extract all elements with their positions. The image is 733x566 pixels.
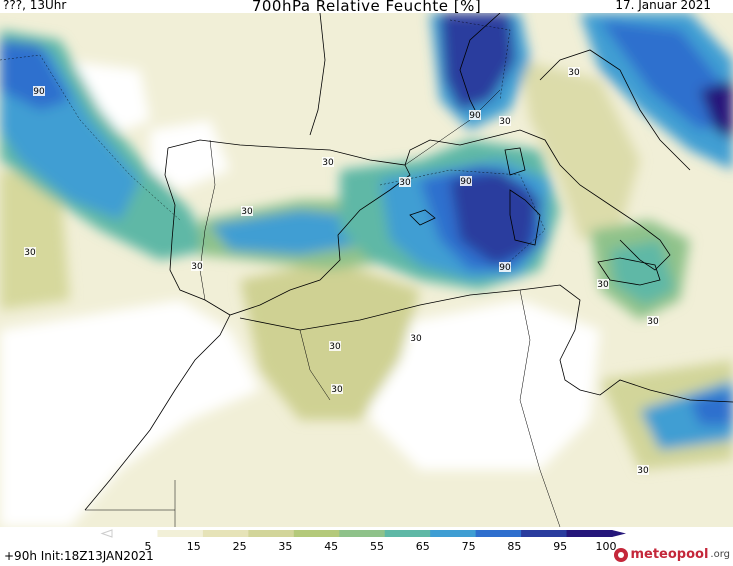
contour-label: 30 — [399, 178, 411, 188]
run-info: +90h Init:18Z13JAN2021 — [4, 549, 154, 563]
legend-ticks: 5 15 25 35 45 55 65 75 85 95 100 — [145, 540, 617, 553]
contour-label-bg — [399, 177, 411, 187]
contour-label-bg — [331, 384, 343, 394]
legend-min-arrow — [100, 529, 113, 538]
contour-label: 30 — [331, 385, 343, 395]
legend-swatch — [339, 530, 386, 537]
legend-tick-label: 65 — [416, 540, 430, 553]
contour-label: 90 — [460, 177, 472, 187]
contour-label-bg — [637, 465, 649, 475]
contour-label: 90 — [33, 87, 45, 97]
contour-label: 30 — [241, 207, 253, 217]
contour-label: 30 — [568, 68, 580, 78]
humidity-field — [0, 13, 733, 527]
contour-label: 30 — [329, 342, 341, 352]
contour-label-bg — [33, 86, 45, 96]
contour-label: 30 — [24, 248, 36, 258]
contour-label: 30 — [597, 280, 609, 290]
contour-label-bg — [568, 67, 580, 77]
contour-label: 90 — [499, 263, 511, 273]
contour-label-bg — [460, 176, 472, 186]
contour-label-bg — [191, 261, 203, 271]
brand-name: meteopool — [630, 547, 709, 562]
contour-label-bg — [499, 262, 511, 272]
legend-tick-label: 75 — [462, 540, 476, 553]
legend-swatch — [202, 530, 249, 537]
contour-lines — [0, 19, 546, 271]
legend-tick-label: 5 — [145, 540, 152, 553]
contour-label-bg — [410, 333, 422, 343]
legend-tick-label: 100 — [596, 540, 617, 553]
brand-tld: .org — [710, 549, 730, 560]
map-title: 700hPa Relative Feuchte [%] — [251, 0, 482, 15]
contour-label-bg — [647, 316, 659, 326]
contour-label: 30 — [637, 466, 649, 476]
legend-swatch — [157, 530, 204, 537]
contour-labels: 90 30 30 30 30 30 90 90 30 90 30 30 30 30 30 30 30 — [24, 67, 659, 476]
contour-label: 30 — [191, 262, 203, 272]
brand-logo-link[interactable]: meteopool .org — [614, 547, 730, 562]
legend-swatch — [384, 530, 431, 537]
contour-label-bg — [24, 247, 36, 257]
legend-swatch — [475, 530, 522, 537]
contour-label-bg — [322, 157, 334, 167]
legend-swatch — [112, 530, 158, 537]
contour-label-bg — [597, 279, 609, 289]
coastlines — [84, 13, 733, 511]
legend-bar — [100, 529, 626, 538]
color-scale-legend: 5 15 25 35 45 55 65 75 85 95 100 — [0, 527, 733, 553]
legend-tick-label: 25 — [233, 540, 247, 553]
forecast-date: 17. Januar 2021 — [615, 0, 711, 12]
contour-label: 30 — [410, 334, 422, 344]
legend-swatch — [248, 530, 295, 537]
legend-tick-label: 15 — [187, 540, 201, 553]
contour-label-bg — [469, 110, 481, 120]
contour-label: 30 — [499, 117, 511, 127]
contour-label: 30 — [322, 158, 334, 168]
legend-tick-label: 85 — [507, 540, 521, 553]
legend-tick-label: 35 — [278, 540, 292, 553]
logo-icon — [614, 547, 629, 562]
legend-swatch — [521, 530, 568, 537]
legend-tick-label: 45 — [324, 540, 338, 553]
humidity-map: 90 30 30 30 30 30 90 90 30 90 30 30 30 30 30 30 30 — [0, 13, 733, 527]
legend-swatch — [566, 530, 613, 537]
contour-label: 30 — [647, 317, 659, 327]
forecast-time-label: ???, 13Uhr — [3, 0, 67, 12]
legend-tick-label: 95 — [553, 540, 567, 553]
legend-swatch — [293, 530, 340, 537]
legend-graphic: 5 15 25 35 45 55 65 75 85 95 100 — [100, 529, 626, 553]
contour-label-bg — [329, 341, 341, 351]
legend-tick-label: 55 — [370, 540, 384, 553]
contour-label-bg — [499, 116, 511, 126]
legend-max-arrow — [612, 530, 626, 537]
legend-swatch — [430, 530, 477, 537]
contour-label: 90 — [469, 111, 481, 121]
contour-label-bg — [241, 206, 253, 216]
